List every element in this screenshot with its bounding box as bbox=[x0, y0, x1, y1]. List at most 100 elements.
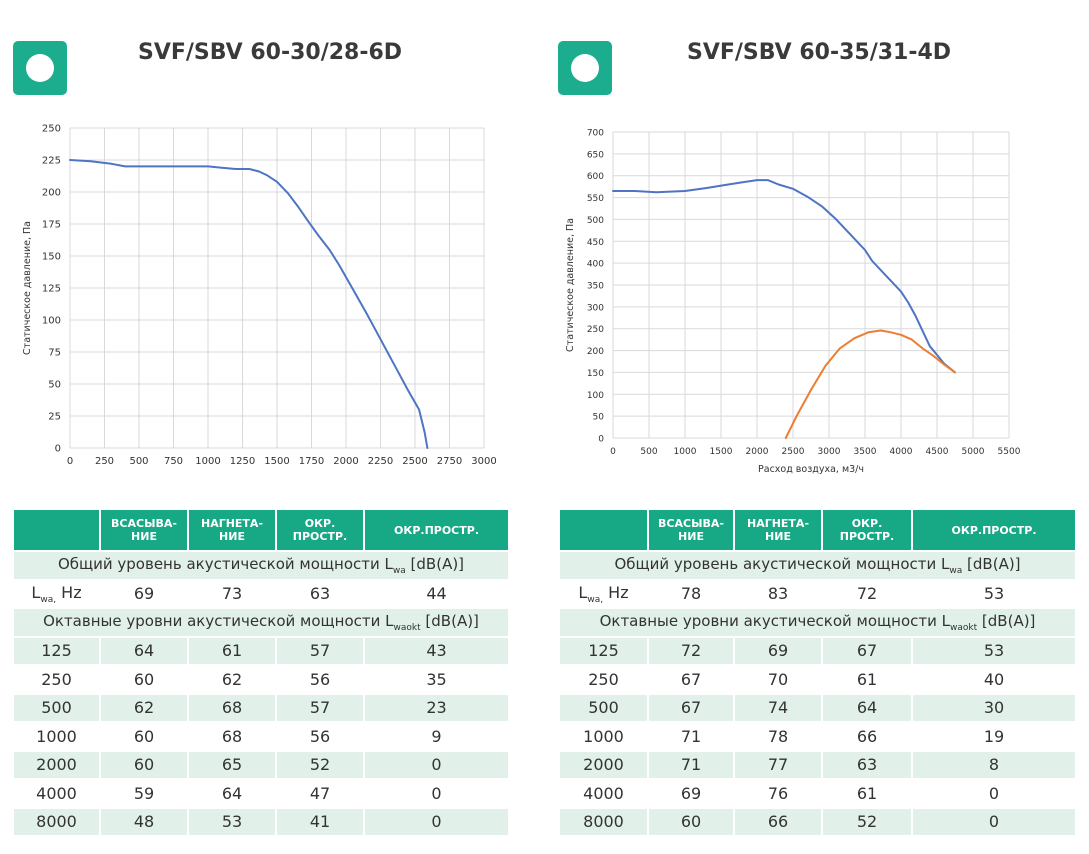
x-tick-label: 1500 bbox=[264, 456, 289, 467]
y-tick-label: 0 bbox=[55, 444, 61, 455]
fan-panel-right: SVF/SBV 60-35/31-4D 0 500 1000 1500 2000 2500… bbox=[545, 0, 1075, 854]
y-tick-label: 100 bbox=[587, 391, 604, 401]
table-cell: 61 bbox=[822, 664, 913, 694]
logo-circle-icon bbox=[571, 54, 599, 82]
table-cell: 64 bbox=[100, 635, 189, 665]
octave-level-title: Октавные уровни акустической мощности Lw… bbox=[14, 607, 508, 637]
table-cell: 68 bbox=[188, 721, 277, 751]
octave-level-title: Октавные уровни акустической мощности Lw… bbox=[560, 607, 1075, 637]
y-tick-label: 225 bbox=[42, 156, 61, 167]
acoustic-table: ВСАСЫВА-НИЕ НАГНЕТА-НИЕ ОКР. ПРОСТР. ОКР… bbox=[14, 510, 508, 835]
frequency-cell: 4000 bbox=[14, 778, 101, 808]
table-row: 500 62 68 57 23 bbox=[14, 692, 508, 722]
y-tick-label: 650 bbox=[587, 150, 604, 160]
octave-title-row: Октавные уровни акустической мощности Lw… bbox=[14, 607, 508, 637]
table-cell: 0 bbox=[364, 778, 508, 808]
x-tick-label: 2500 bbox=[782, 447, 805, 457]
table-row: 4000 59 64 47 0 bbox=[14, 778, 508, 808]
table-cell: 63 bbox=[276, 578, 365, 608]
table-cell: 43 bbox=[364, 635, 508, 665]
table-cell: 60 bbox=[100, 664, 189, 694]
x-tick-label: 0 bbox=[610, 447, 616, 457]
model-title: SVF/SBV 60-35/31-4D bbox=[687, 40, 952, 65]
table-cell: 40 bbox=[912, 664, 1075, 694]
y-tick-label: 450 bbox=[587, 238, 604, 248]
total-level-title: Общий уровень акустической мощности Lwa … bbox=[560, 550, 1075, 580]
pressure-curve-line bbox=[612, 179, 956, 374]
table-header-row: ВСАСЫВА-НИЕ НАГНЕТА-НИЕ ОКР. ПРОСТР. ОКР… bbox=[14, 510, 508, 551]
frequency-cell: 500 bbox=[14, 692, 101, 722]
x-tick-label: 500 bbox=[129, 456, 148, 467]
x-tick-label: 1000 bbox=[195, 456, 220, 467]
y-tick-label: 550 bbox=[587, 194, 604, 204]
y-axis-label: Статическое давление, Па bbox=[22, 221, 33, 355]
y-tick-label: 500 bbox=[587, 216, 604, 226]
table-cell: 9 bbox=[364, 721, 508, 751]
x-tick-label: 750 bbox=[164, 456, 183, 467]
table-cell: 30 bbox=[912, 692, 1075, 722]
table-row: 8000 48 53 41 0 bbox=[14, 806, 508, 835]
table-cell: 23 bbox=[364, 692, 508, 722]
table-cell: 66 bbox=[734, 806, 823, 835]
table-cell: 76 bbox=[734, 778, 823, 808]
fan-curve-chart: 0 500 1000 1500 2000 2500 3000 3500 4000 4500 5000… bbox=[565, 129, 1021, 476]
y-tick-label: 50 bbox=[48, 380, 61, 391]
x-tick-label: 500 bbox=[640, 447, 657, 457]
table-cell: 53 bbox=[912, 578, 1075, 608]
table-cell: 52 bbox=[276, 749, 365, 779]
table-row: 250 67 70 61 40 bbox=[560, 664, 1075, 694]
octave-rows: 125 72 69 67 53 250 67 70 61 40 500 67 74 64 30 1000 71 7… bbox=[560, 635, 1075, 835]
y-tick-label: 175 bbox=[42, 220, 61, 231]
y-tick-label: 250 bbox=[587, 325, 604, 335]
frequency-cell: 125 bbox=[14, 635, 101, 665]
x-tick-label: 3500 bbox=[854, 447, 877, 457]
x-tick-label: 1750 bbox=[299, 456, 324, 467]
table-cell: 71 bbox=[648, 749, 735, 779]
table-cell: 19 bbox=[912, 721, 1075, 751]
table-header-cell: НАГНЕТА-НИЕ bbox=[188, 510, 277, 551]
y-tick-label: 600 bbox=[587, 172, 604, 182]
table-cell: 52 bbox=[822, 806, 913, 835]
octave-rows: 125 64 61 57 43 250 60 62 56 35 500 62 68 57 23 1000 60 6… bbox=[14, 635, 508, 835]
table-cell: 53 bbox=[912, 635, 1075, 665]
frequency-cell: 1000 bbox=[14, 721, 101, 751]
table-row: 2000 71 77 63 8 bbox=[560, 749, 1075, 779]
table-cell: 48 bbox=[100, 806, 189, 835]
table-cell: 70 bbox=[734, 664, 823, 694]
table-row: 1000 60 68 56 9 bbox=[14, 721, 508, 751]
table-cell: 64 bbox=[822, 692, 913, 722]
x-tick-label: 4000 bbox=[890, 447, 913, 457]
total-level-title-row: Общий уровень акустической мощности Lwa … bbox=[560, 550, 1075, 580]
table-header-cell bbox=[14, 510, 101, 551]
x-tick-label: 1000 bbox=[674, 447, 697, 457]
table-cell: 61 bbox=[188, 635, 277, 665]
y-tick-label: 125 bbox=[42, 284, 61, 295]
frequency-cell: 500 bbox=[560, 692, 649, 722]
table-row: 8000 60 66 52 0 bbox=[560, 806, 1075, 835]
y-tick-label: 400 bbox=[587, 260, 604, 270]
table-cell: 60 bbox=[100, 721, 189, 751]
table-row: 125 72 69 67 53 bbox=[560, 635, 1075, 665]
lwa-row: Lwa, Hz 69 73 63 44 bbox=[14, 578, 508, 608]
table-cell: 69 bbox=[734, 635, 823, 665]
frequency-cell: 250 bbox=[560, 664, 649, 694]
x-tick-label: 3000 bbox=[818, 447, 841, 457]
x-tick-label: 4500 bbox=[926, 447, 949, 457]
table-cell: 44 bbox=[364, 578, 508, 608]
frequency-cell: 2000 bbox=[14, 749, 101, 779]
table-header-cell bbox=[560, 510, 649, 551]
table-header-cell: ВСАСЫВА-НИЕ bbox=[100, 510, 189, 551]
secondary-curve-line bbox=[784, 329, 956, 439]
table-cell: 0 bbox=[912, 778, 1075, 808]
y-tick-label: 75 bbox=[48, 348, 61, 359]
table-cell: 71 bbox=[648, 721, 735, 751]
table-cell: 83 bbox=[734, 578, 823, 608]
x-tick-label: 2000 bbox=[746, 447, 769, 457]
table-cell: 78 bbox=[648, 578, 735, 608]
table-header-cell: ВСАСЫВА-НИЕ bbox=[648, 510, 735, 551]
y-tick-label: 100 bbox=[42, 316, 61, 327]
y-tick-label: 200 bbox=[42, 188, 61, 199]
lwa-label: Lwa, Hz bbox=[14, 578, 101, 608]
table-cell: 62 bbox=[188, 664, 277, 694]
table-cell: 53 bbox=[188, 806, 277, 835]
